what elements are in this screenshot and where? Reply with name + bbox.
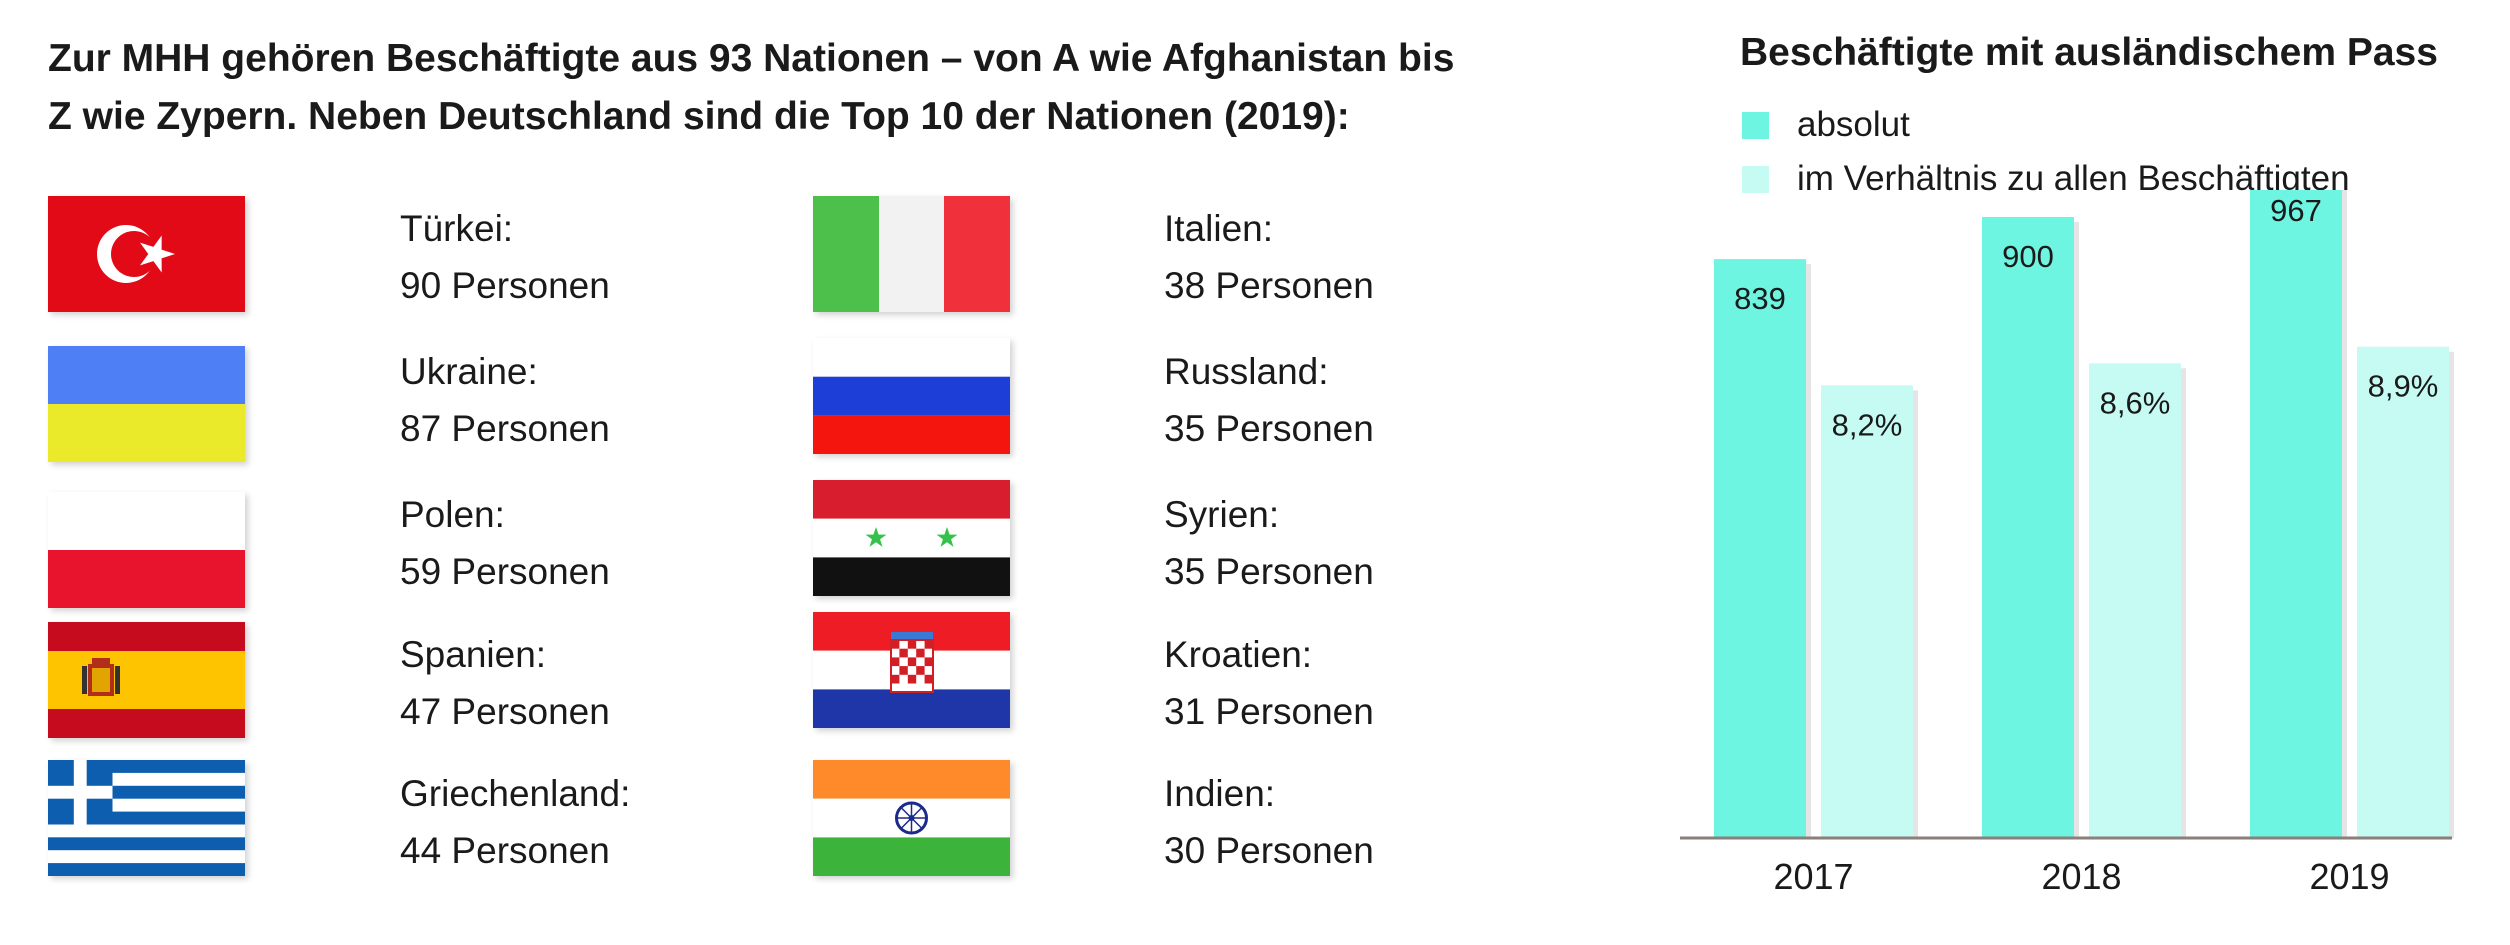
- country-count: 30 Personen: [1164, 830, 1374, 871]
- country-name: Türkei:: [400, 208, 514, 249]
- country-name: Syrien:: [1164, 494, 1280, 535]
- country-syria: Syrien: 35 Personen: [1164, 486, 1584, 600]
- data-label: 8,2%: [1832, 407, 1903, 442]
- page-headline: Zur MHH gehören Beschäftigte aus 93 Nati…: [48, 30, 1508, 146]
- bar-absolut-2019: [2250, 190, 2342, 838]
- country-greece: Griechenland: 44 Personen: [400, 765, 820, 879]
- x-tick-label: 2017: [1773, 856, 1853, 897]
- country-count: 47 Personen: [400, 691, 610, 732]
- country-name: Indien:: [1164, 773, 1276, 814]
- country-name: Griechenland:: [400, 773, 631, 814]
- legend-label-absolut: absolut: [1797, 105, 1910, 144]
- x-tick-label: 2018: [2041, 856, 2121, 897]
- country-count: 87 Personen: [400, 408, 610, 449]
- data-label: 8,9%: [2368, 369, 2439, 404]
- country-name: Kroatien:: [1164, 634, 1313, 675]
- country-turkey: Türkei: 90 Personen: [400, 200, 820, 314]
- bar-ratio-2019: [2357, 346, 2449, 838]
- country-spain: Spanien: 47 Personen: [400, 626, 820, 740]
- russia-flag-icon: [813, 338, 1010, 454]
- country-russia: Russland: 35 Personen: [1164, 343, 1584, 457]
- data-label: 900: [2002, 239, 2054, 274]
- croatia-flag-icon: [813, 612, 1010, 728]
- country-india: Indien: 30 Personen: [1164, 765, 1584, 879]
- data-label: 839: [1734, 281, 1786, 316]
- bar-chart: 839 8,2% 2017 900 8,6% 2018 967 8,9% 2019: [1680, 190, 2454, 897]
- data-label: 8,6%: [2100, 385, 2171, 420]
- syria-flag-icon: [813, 480, 1010, 596]
- country-ukraine: Ukraine: 87 Personen: [400, 343, 820, 457]
- poland-flag-icon: [48, 492, 245, 608]
- bar-ratio-2017: [1821, 385, 1913, 838]
- italy-flag-icon: [813, 196, 1010, 312]
- country-poland: Polen: 59 Personen: [400, 486, 820, 600]
- legend-swatch-ratio: [1742, 165, 1769, 193]
- headline-line-2: Z wie Zypern. Neben Deutschland sind die…: [48, 95, 1350, 138]
- country-croatia: Kroatien: 31 Personen: [1164, 626, 1584, 740]
- chart-title: Beschäftigte mit ausländischem Pass: [1740, 31, 2438, 74]
- headline-line-1: Zur MHH gehören Beschäftigte aus 93 Nati…: [48, 37, 1455, 80]
- bar-ratio-2018: [2089, 363, 2181, 838]
- country-name: Ukraine:: [400, 351, 538, 392]
- greece-flag-icon: [48, 760, 245, 876]
- country-count: 35 Personen: [1164, 408, 1374, 449]
- bar-absolut-2017: [1714, 259, 1806, 839]
- legend-swatch-absolut: [1742, 111, 1769, 139]
- country-name: Spanien:: [400, 634, 547, 675]
- country-name: Italien:: [1164, 208, 1274, 249]
- bar-absolut-2018: [1982, 217, 2074, 838]
- x-tick-label: 2019: [2309, 856, 2389, 897]
- ukraine-flag-icon: [48, 346, 245, 462]
- india-flag-icon: [813, 760, 1010, 876]
- country-name: Polen:: [400, 494, 505, 535]
- country-italy: Italien: 38 Personen: [1164, 200, 1584, 314]
- country-count: 44 Personen: [400, 830, 610, 871]
- data-label: 967: [2270, 193, 2322, 228]
- country-name: Russland:: [1164, 351, 1329, 392]
- country-count: 90 Personen: [400, 265, 610, 306]
- spain-flag-icon: [48, 622, 245, 738]
- country-count: 38 Personen: [1164, 265, 1374, 306]
- turkey-flag-icon: [48, 196, 245, 312]
- country-count: 35 Personen: [1164, 551, 1374, 592]
- country-count: 31 Personen: [1164, 691, 1374, 732]
- country-count: 59 Personen: [400, 551, 610, 592]
- legend-item-absolut: absolut: [1740, 98, 2350, 152]
